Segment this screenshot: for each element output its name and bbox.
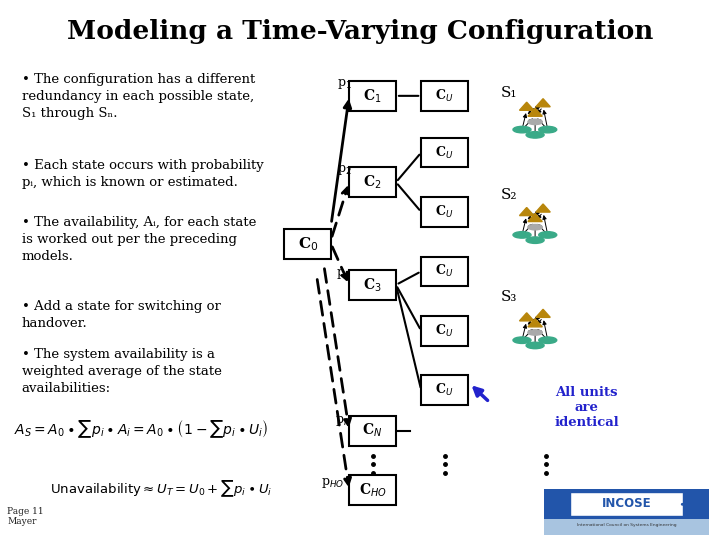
Text: C$_2$: C$_2$ <box>364 173 382 191</box>
Text: S₃: S₃ <box>500 290 517 304</box>
Text: • The availability, Aᵢ, for each state
is worked out per the preceding
models.: • The availability, Aᵢ, for each state i… <box>22 216 256 263</box>
Bar <box>421 138 468 167</box>
Polygon shape <box>528 319 542 327</box>
Polygon shape <box>536 204 550 212</box>
Text: C$_{HO}$: C$_{HO}$ <box>359 481 387 499</box>
Text: Page 11
Mayer: Page 11 Mayer <box>7 507 44 526</box>
Text: p$_{HO}$: p$_{HO}$ <box>321 476 344 490</box>
Ellipse shape <box>528 330 542 335</box>
Text: • The configuration has a different
redundancy in each possible state,
S₁ throug: • The configuration has a different redu… <box>22 73 255 120</box>
Polygon shape <box>528 213 542 221</box>
Bar <box>284 230 331 259</box>
Text: C$_0$: C$_0$ <box>297 235 318 253</box>
Text: p$_3$: p$_3$ <box>336 267 351 281</box>
Bar <box>421 316 468 346</box>
Ellipse shape <box>539 232 557 238</box>
Bar <box>349 81 396 111</box>
Text: C$_U$: C$_U$ <box>436 323 454 339</box>
Text: • Each state occurs with probability
pᵢ, which is known or estimated.: • Each state occurs with probability pᵢ,… <box>22 159 264 190</box>
Text: $A_S = A_0 \bullet \sum p_i \bullet A_i = A_0 \bullet \left(1 - \sum p_i \bullet: $A_S = A_0 \bullet \sum p_i \bullet A_i … <box>14 418 269 440</box>
Text: $\mathrm{Unavailability} \approx U_T = U_0 + \sum p_i \bullet U_i$: $\mathrm{Unavailability} \approx U_T = U… <box>50 478 273 498</box>
Bar <box>349 167 396 197</box>
Bar <box>349 475 396 505</box>
Bar <box>421 81 468 111</box>
Text: C$_U$: C$_U$ <box>436 204 454 220</box>
Polygon shape <box>528 108 542 116</box>
Ellipse shape <box>528 119 542 125</box>
Bar <box>544 489 709 518</box>
Ellipse shape <box>539 337 557 343</box>
Text: • Add a state for switching or
handover.: • Add a state for switching or handover. <box>22 300 220 330</box>
Text: International Council on Systems Engineering: International Council on Systems Enginee… <box>577 523 676 526</box>
Polygon shape <box>536 99 550 107</box>
Text: C$_1$: C$_1$ <box>364 87 382 105</box>
Bar <box>421 375 468 405</box>
Bar <box>421 197 468 227</box>
Polygon shape <box>519 102 534 110</box>
Text: C$_U$: C$_U$ <box>436 264 454 279</box>
Ellipse shape <box>513 126 531 133</box>
Text: p$_N$: p$_N$ <box>335 414 351 428</box>
Ellipse shape <box>513 232 531 238</box>
Ellipse shape <box>526 132 544 138</box>
Text: C$_U$: C$_U$ <box>436 382 454 398</box>
Ellipse shape <box>539 126 557 133</box>
Bar <box>349 416 396 446</box>
Bar <box>349 270 396 300</box>
Polygon shape <box>519 207 534 215</box>
Polygon shape <box>519 313 534 321</box>
Text: All units
are
identical: All units are identical <box>554 386 619 429</box>
Bar <box>421 256 468 286</box>
Text: C$_U$: C$_U$ <box>436 145 454 160</box>
Text: S₂: S₂ <box>500 188 517 202</box>
Ellipse shape <box>513 337 531 343</box>
Text: C$_3$: C$_3$ <box>364 276 382 294</box>
Ellipse shape <box>528 225 542 230</box>
Text: INCOSE: INCOSE <box>602 497 651 510</box>
Polygon shape <box>536 309 550 318</box>
Text: Modeling a Time-Varying Configuration: Modeling a Time-Varying Configuration <box>67 19 653 44</box>
Text: • The system availability is a
weighted average of the state
availabilities:: • The system availability is a weighted … <box>22 348 222 395</box>
Text: C$_U$: C$_U$ <box>436 88 454 104</box>
Text: S₁: S₁ <box>500 86 517 100</box>
Text: p$_2$: p$_2$ <box>337 163 351 177</box>
Text: C$_N$: C$_N$ <box>362 422 383 440</box>
Ellipse shape <box>526 342 544 349</box>
Text: p$_1$: p$_1$ <box>336 77 351 91</box>
Ellipse shape <box>526 237 544 244</box>
FancyBboxPatch shape <box>570 492 683 516</box>
